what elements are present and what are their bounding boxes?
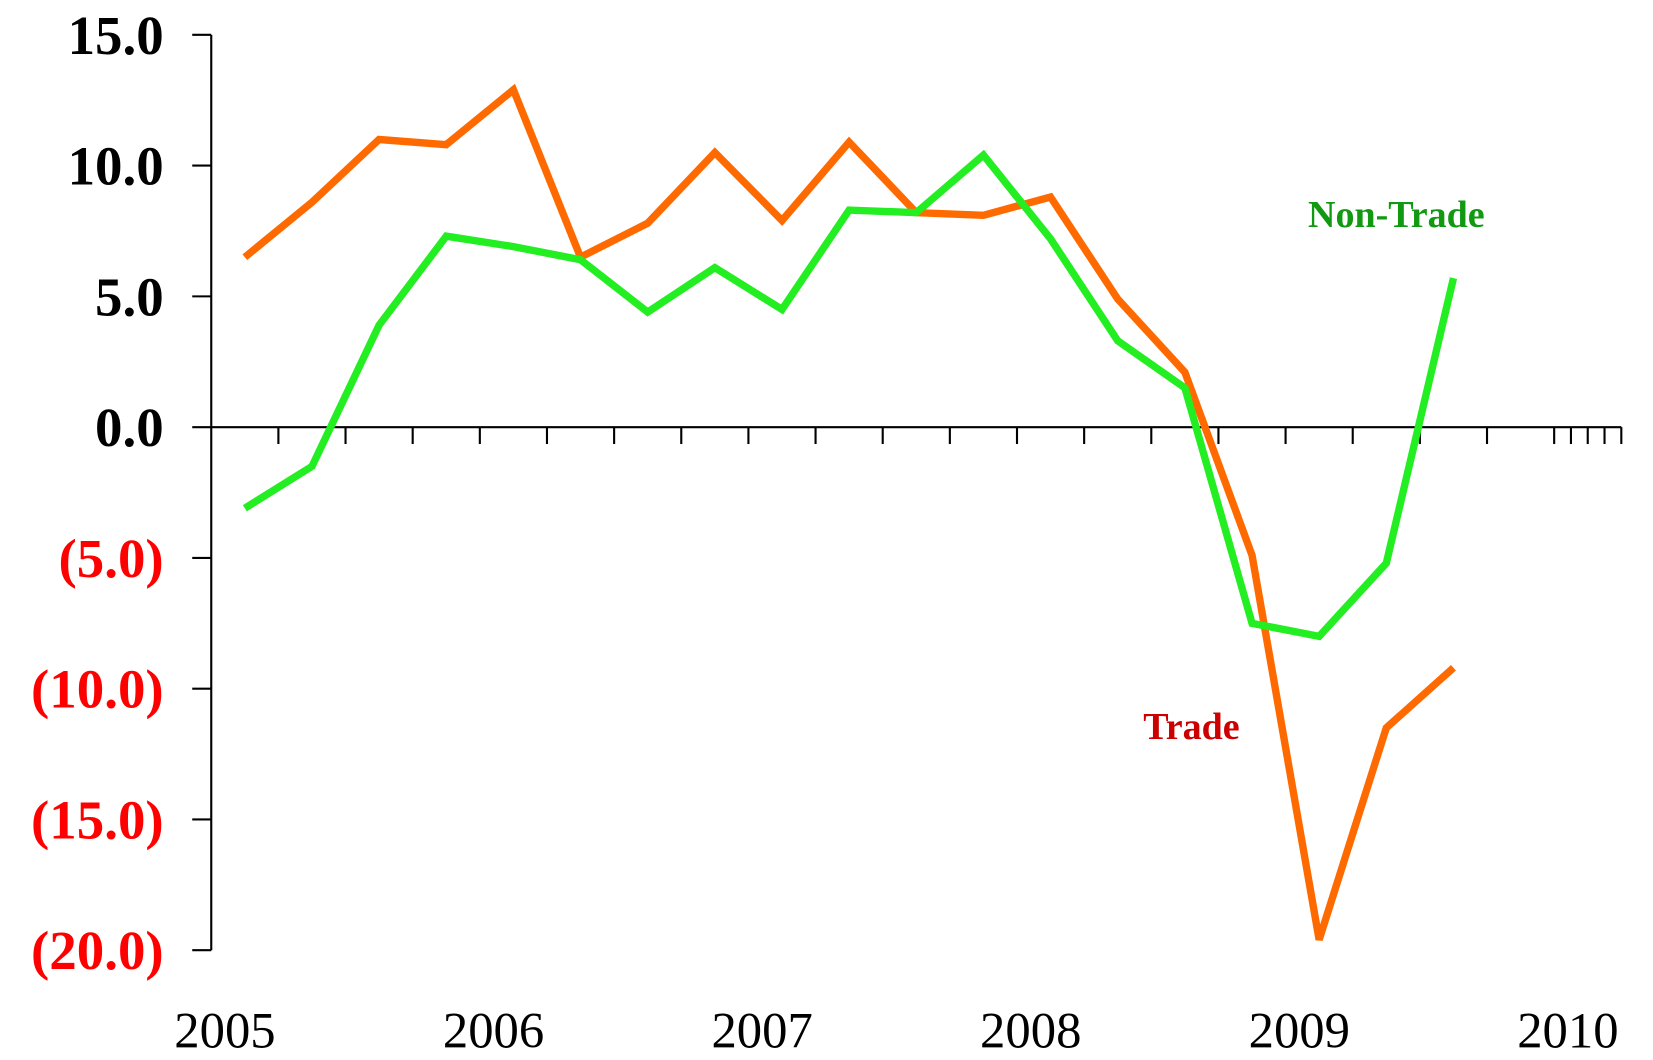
x-tick-label: 2006	[443, 1002, 544, 1058]
series-label: Trade	[1143, 706, 1239, 748]
x-tick-label: 2009	[1249, 1002, 1350, 1058]
y-tick-label: (20.0)	[31, 920, 164, 981]
y-tick-label: (10.0)	[31, 659, 164, 720]
y-tick-label: 15.0	[68, 5, 164, 66]
y-tick-label: 5.0	[95, 266, 164, 327]
y-tick-label: (15.0)	[31, 789, 164, 850]
x-tick-label: 2008	[980, 1002, 1081, 1058]
series-line	[242, 83, 1456, 941]
y-tick-label: 10.0	[68, 136, 164, 197]
x-tick-label: 2010	[1517, 1002, 1618, 1058]
y-tick-label: 0.0	[95, 397, 164, 458]
x-tick-label: 2005	[174, 1002, 275, 1058]
series-label: Non-Trade	[1308, 194, 1485, 236]
x-tick-label: 2007	[711, 1002, 812, 1058]
series-line	[242, 149, 1458, 641]
y-tick-label: (5.0)	[58, 528, 163, 589]
